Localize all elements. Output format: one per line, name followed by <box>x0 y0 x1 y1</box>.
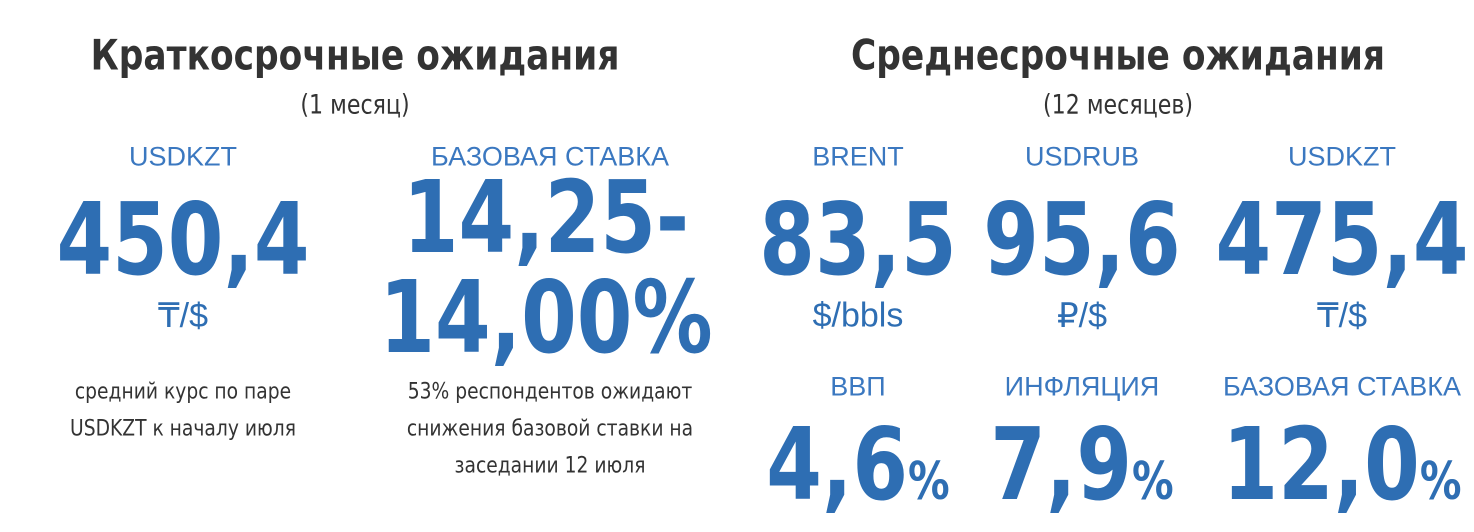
indicator-label: BRENT <box>812 141 904 172</box>
indicator-value: 83,5 <box>759 190 956 290</box>
section-title: Среднесрочные ожидания <box>850 30 1386 80</box>
indicator-label: USDKZT <box>129 141 237 172</box>
indicator-unit: ₸/$ <box>158 297 208 335</box>
value-unit: % <box>1419 452 1462 512</box>
value-number: 12,0 <box>1222 406 1420 523</box>
value-number: 475,4 <box>1215 181 1469 298</box>
value-unit: % <box>908 452 950 512</box>
indicator-value: 12,0% <box>1222 415 1461 515</box>
indicator-value: 4,6% <box>766 415 949 515</box>
indicator-value: 14,00% <box>379 259 713 376</box>
value-number: 7,9 <box>990 406 1133 523</box>
indicator-value: 14,25- <box>402 159 690 276</box>
indicator-value: 450,4 <box>56 181 310 298</box>
indicator-label: ВВП <box>830 371 886 402</box>
section-title: Краткосрочные ожидания <box>90 30 620 80</box>
indicator-label: ИНФЛЯЦИЯ <box>1004 371 1160 402</box>
indicator-unit: ₸/$ <box>1317 297 1367 335</box>
note-line: средний курс по паре <box>74 379 292 405</box>
value-number: 4,6 <box>766 406 909 523</box>
indicator-unit: ₽/$ <box>1057 297 1107 335</box>
section-subtitle: (1 месяц) <box>300 89 410 121</box>
indicator-unit: $/bbls <box>812 296 904 335</box>
indicator-label: БАЗОВАЯ СТАВКА <box>431 141 669 172</box>
value-unit: % <box>1132 452 1174 512</box>
note-line: 53% респондентов ожидают <box>407 379 693 405</box>
indicator-label: USDKZT <box>1288 141 1396 172</box>
indicator-label: БАЗОВАЯ СТАВКА <box>1223 371 1461 402</box>
value-number: 95,6 <box>983 181 1181 298</box>
section-subtitle: (12 месяцев) <box>1042 89 1194 121</box>
indicator-value: 475,4 <box>1215 190 1468 290</box>
indicator-value: 7,9% <box>990 415 1173 515</box>
indicator-label: USDRUB <box>1024 141 1140 172</box>
note-line: снижения базовой ставки на <box>406 416 694 442</box>
note-line: USDKZT к началу июля <box>70 416 296 442</box>
note-line: заседании 12 июля <box>454 453 646 479</box>
indicator-value: 95,6 <box>983 190 1180 290</box>
value-number: 83,5 <box>759 181 957 298</box>
